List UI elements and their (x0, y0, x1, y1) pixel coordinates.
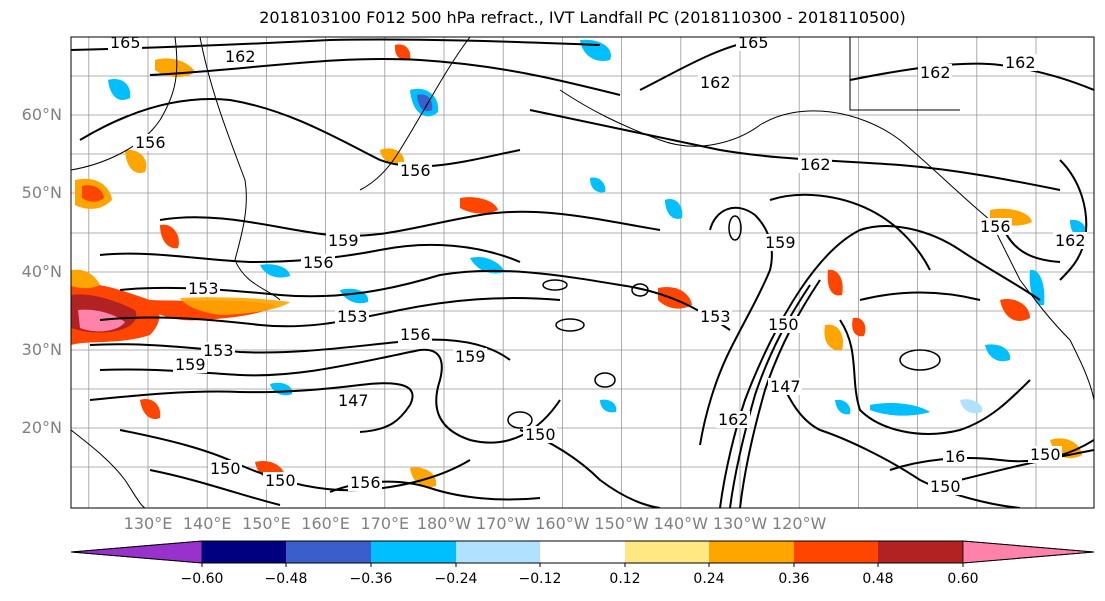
contour-label: 150 (1030, 445, 1061, 464)
colorbar-box (202, 541, 286, 563)
contour-label: 147 (338, 391, 369, 410)
contour-label: 150 (525, 425, 556, 444)
colorbar-box (625, 541, 709, 563)
colorbar-tick-label: −0.36 (349, 571, 393, 587)
contour-label: 153 (203, 341, 234, 360)
latitude-label: 30°N (21, 340, 62, 359)
colorbar-tick-label: 0.60 (947, 571, 979, 587)
contour-label: 159 (328, 231, 359, 250)
colorbar-tick-label: 0.36 (778, 571, 810, 587)
longitude-label: 160°W (535, 514, 590, 533)
coastlines (71, 37, 1094, 508)
longitude-label: 170°W (476, 514, 531, 533)
longitude-label: 160°E (301, 514, 350, 533)
height-contours (71, 38, 1094, 508)
contour-label: 153 (188, 279, 219, 298)
latitude-label: 50°N (21, 183, 62, 202)
longitude-label: 130°E (123, 514, 173, 533)
contour-label: 16 (945, 447, 965, 466)
colorbar-tick-label: 0.12 (609, 571, 641, 587)
contour-label: 159 (455, 347, 486, 366)
colorbar-tick-label: 0.48 (862, 571, 894, 587)
latitude-label: 20°N (21, 418, 62, 437)
contour-label: 156 (400, 161, 431, 180)
colorbar-box (794, 541, 878, 563)
colorbar-tick-label: −0.12 (518, 571, 562, 587)
contour-label: 162 (700, 73, 731, 92)
contour-label: 156 (400, 325, 431, 344)
contour-label: 165 (738, 33, 769, 52)
contour-label: 156 (350, 473, 381, 492)
longitude-label: 140°E (182, 514, 232, 533)
longitude-label: 150°E (242, 514, 291, 533)
contour-label: 162 (800, 155, 831, 174)
colorbar-box (371, 541, 456, 563)
map-frame (70, 36, 1095, 509)
map-title: 2018103100 F012 500 hPa refract., IVT La… (259, 8, 906, 27)
colorbar-box (456, 541, 540, 563)
contour-label: 162 (1005, 53, 1036, 72)
contour-label: 162 (1055, 231, 1086, 250)
contour-label: 150 (768, 315, 799, 334)
small-contours (507, 215, 941, 429)
colorbar-extend-high (962, 540, 1095, 564)
contour-label: 147 (770, 377, 801, 396)
contour-label: 153 (337, 307, 368, 326)
longitude-label: 120°W (772, 514, 827, 533)
colorbar-box (540, 541, 625, 563)
longitude-label: 140°W (653, 514, 708, 533)
contour-label: 156 (980, 217, 1011, 236)
longitude-label: 130°W (712, 514, 768, 533)
colorbar-tick-label: −0.48 (264, 571, 308, 587)
longitude-label: 170°E (360, 514, 410, 533)
contour-label: 153 (700, 307, 731, 326)
contour-label: 162 (718, 410, 749, 429)
contour-label: 156 (135, 133, 166, 152)
contour-label: 156 (303, 253, 334, 272)
contour-label: 162 (225, 47, 256, 66)
contour-label: 162 (920, 63, 951, 82)
contour-label: 159 (175, 355, 206, 374)
contour-label: 150 (265, 471, 296, 490)
colorbar-extend-low (70, 540, 203, 564)
colorbar-tick-label: −0.60 (180, 571, 224, 587)
longitude-label: 150°W (594, 514, 649, 533)
map-background (71, 37, 1094, 508)
latitude-label: 60°N (21, 105, 62, 124)
colorbar-box (286, 541, 371, 563)
colorbar-box (709, 541, 794, 563)
colorbar-tick-label: 0.24 (693, 571, 725, 587)
graticule (71, 37, 1094, 508)
longitude-label: 180°W (416, 514, 472, 533)
latitude-label: 40°N (21, 262, 62, 281)
contour-label: 150 (930, 477, 961, 496)
contour-label: 150 (210, 459, 241, 478)
contour-label: 159 (765, 233, 796, 252)
colorbar-tick-label: −0.24 (434, 571, 478, 587)
contour-label: 165 (110, 33, 141, 52)
colorbar-box (878, 541, 963, 563)
